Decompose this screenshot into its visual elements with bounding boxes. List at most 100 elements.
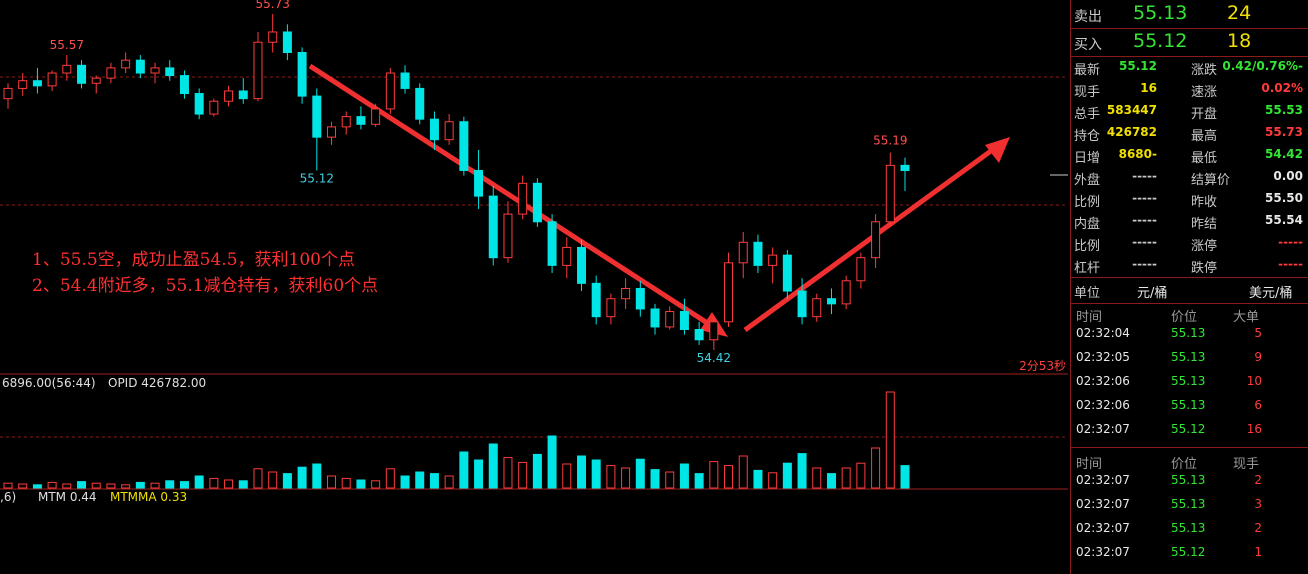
volume-bar [106, 483, 116, 489]
candle-body [900, 164, 910, 171]
volume-bar [606, 465, 616, 489]
qty-header: 现手 [1233, 457, 1260, 472]
volume-bar [165, 480, 175, 489]
volume-bar [238, 480, 248, 489]
stat-label: 昨收 [1191, 195, 1218, 210]
volume-bar [91, 482, 101, 489]
volume-bar [724, 465, 734, 489]
quote-qty: 24 [1227, 2, 1252, 24]
stat-label: 涨停 [1191, 239, 1218, 254]
trade-time: 02:32:07 [1076, 497, 1130, 511]
volume-bar [47, 481, 57, 489]
volume-bar [150, 482, 160, 489]
volume-bar [429, 473, 439, 489]
volume-bar [841, 467, 851, 489]
trade-time: 02:32:07 [1076, 545, 1130, 559]
volume-bar [459, 451, 469, 489]
trade-price: 55.13 [1171, 350, 1206, 364]
candle-body [768, 254, 778, 266]
candle-body [429, 118, 439, 141]
divider [1071, 303, 1308, 304]
volume-bar [650, 469, 660, 489]
stat-label: 杠杆 [1074, 261, 1101, 276]
divider [1071, 277, 1308, 278]
volume-header: OPID 426782.00 [108, 376, 206, 390]
volume-bar [621, 467, 631, 489]
trade-time: 02:32:05 [1076, 350, 1130, 364]
volume-header: 6896.00(56:44) [2, 376, 96, 390]
candle-body [150, 67, 160, 74]
volume-bar [62, 483, 72, 489]
stat-label: 持仓 [1074, 129, 1101, 144]
volume-bar [797, 453, 807, 489]
volume-bar [341, 477, 351, 489]
trend-arrows [308, 63, 1010, 337]
volume-bar [312, 463, 322, 489]
volume-bar [768, 472, 778, 489]
candle-body [385, 72, 395, 110]
trade-price: 55.13 [1171, 497, 1206, 511]
stat-label: 开盘 [1191, 107, 1218, 122]
volume-bar [753, 469, 763, 489]
trade-time: 02:32:06 [1076, 374, 1130, 388]
volume-bar [297, 466, 307, 489]
candle-body [753, 241, 763, 266]
volume-bar [474, 459, 484, 489]
candle-body [621, 287, 631, 300]
unit-option[interactable]: 美元/桶 [1249, 286, 1293, 301]
indicator-header: MTM 0.44 [38, 490, 97, 504]
stat-label: 结算价 [1191, 173, 1231, 188]
volume-bar [871, 447, 881, 489]
volume-bar [18, 483, 28, 489]
candle-body [224, 90, 234, 102]
volume-bar [635, 458, 645, 489]
candle-body [738, 241, 748, 264]
stat-label: 最低 [1191, 151, 1218, 166]
candle-body [341, 116, 351, 128]
candle-body [371, 108, 381, 125]
trade-price: 55.13 [1171, 473, 1206, 487]
volume-bar [562, 463, 572, 489]
arrow-head [985, 137, 1010, 163]
volume-bar [135, 481, 145, 489]
candle-body [297, 51, 307, 97]
stat-label: 昨结 [1191, 217, 1218, 232]
indicator-header: MTMMA 0.33 [110, 490, 187, 504]
candle-body [694, 329, 704, 341]
volume-bar [826, 473, 836, 489]
volume-bar [327, 475, 337, 489]
stat-label: 比例 [1074, 239, 1101, 254]
candle-body [47, 72, 57, 87]
candle-body [135, 59, 145, 74]
candle-body [415, 87, 425, 120]
stat-label: 速涨 [1191, 85, 1218, 100]
volume-bar [121, 484, 131, 489]
candle-body [724, 262, 734, 323]
volume-bar [856, 462, 866, 489]
trade-price: 55.12 [1171, 422, 1206, 436]
volume-bar [385, 468, 395, 489]
candle-body [179, 75, 189, 95]
candle-body [576, 246, 586, 284]
volume-bar [3, 482, 13, 489]
stat-label: 涨跌 [1191, 63, 1218, 78]
volume-bar [209, 477, 219, 489]
candle-body [591, 282, 601, 318]
volume-bar [532, 453, 542, 489]
quote-qty: 18 [1227, 30, 1252, 52]
candle-body [3, 87, 13, 100]
qty-header: 大单 [1233, 310, 1260, 325]
candle-body [327, 126, 337, 138]
candle-body [106, 67, 116, 79]
volume-bar [488, 443, 498, 489]
time-header: 时间 [1076, 457, 1103, 472]
volume-bar [503, 457, 513, 489]
volume-bar [444, 475, 454, 489]
candle-body [650, 308, 660, 328]
trade-price: 55.13 [1171, 521, 1206, 535]
candle-body [253, 41, 263, 100]
price-label: 54.42 [697, 351, 731, 365]
candle-body [826, 298, 836, 305]
unit-value: 元/桶 [1137, 286, 1168, 301]
volume-bar [179, 481, 189, 489]
